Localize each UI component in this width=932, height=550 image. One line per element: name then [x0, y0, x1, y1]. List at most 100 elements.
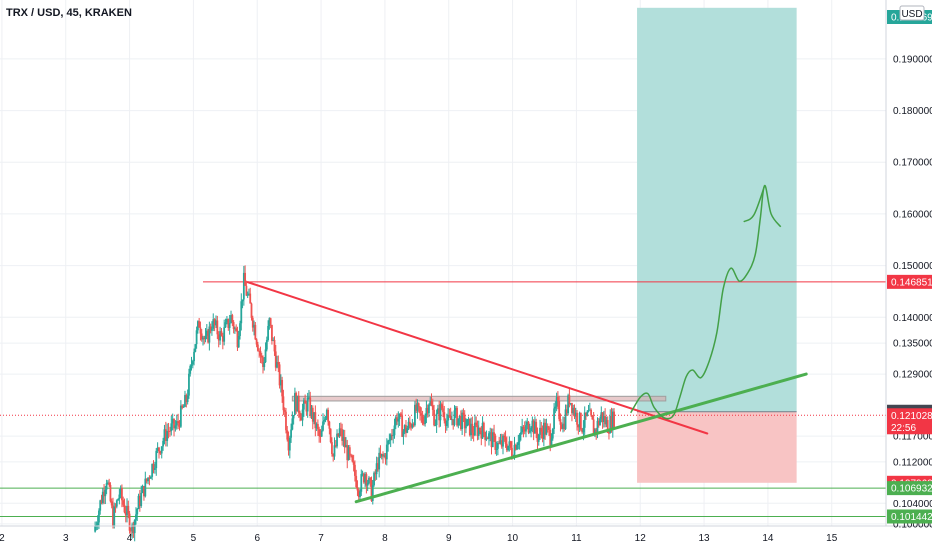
- price-badge-label: 0.101442: [891, 512, 932, 523]
- candle-body: [535, 421, 538, 434]
- candle-body: [306, 397, 309, 412]
- candle-body: [481, 422, 484, 439]
- candle-body: [536, 433, 539, 442]
- candle-body: [613, 411, 615, 428]
- candle-body: [379, 452, 382, 457]
- position-tool[interactable]: [637, 7, 797, 483]
- candle-body: [577, 424, 580, 428]
- candle-body: [451, 419, 453, 421]
- candle-body: [240, 301, 243, 324]
- candle-body: [359, 491, 361, 498]
- y-tick-label: 0.117000: [893, 432, 932, 443]
- candle-body: [345, 445, 347, 448]
- candle-body: [477, 427, 480, 436]
- candle-body: [308, 397, 310, 399]
- candle-body: [151, 464, 154, 477]
- candle-body: [281, 379, 284, 397]
- projection-curve-branch: [743, 185, 766, 223]
- candle-body: [466, 419, 469, 427]
- candle-body: [511, 447, 513, 458]
- candle-body: [338, 428, 341, 437]
- horizontal-lines[interactable]: [0, 281, 886, 517]
- candle-body: [567, 395, 570, 414]
- resistance-zone[interactable]: [291, 395, 667, 402]
- candle-body: [234, 328, 236, 330]
- candle-body: [267, 325, 269, 341]
- candle-body: [136, 509, 139, 515]
- candle-body: [231, 315, 234, 323]
- candle-body: [331, 442, 333, 454]
- candle-body: [114, 506, 117, 508]
- y-tick-label: 0.160000: [893, 209, 932, 220]
- candle-body: [315, 424, 318, 429]
- candle-body: [122, 500, 125, 505]
- ascending-trendline[interactable]: [354, 372, 808, 504]
- candle-body: [272, 339, 275, 341]
- price-badge: [887, 509, 932, 524]
- candle-body: [370, 480, 373, 501]
- candle-body: [454, 407, 457, 411]
- candle-body: [380, 454, 383, 457]
- candle-body: [560, 424, 563, 429]
- price-badge: [887, 408, 932, 435]
- candle-body: [472, 432, 475, 436]
- y-tick-label: 0.135000: [893, 339, 932, 350]
- candle-body: [273, 339, 276, 352]
- profit-zone[interactable]: [637, 7, 797, 412]
- candle-body: [505, 443, 508, 451]
- x-tick-label: 10: [507, 533, 519, 544]
- candle-body: [490, 432, 493, 448]
- candle-body: [296, 395, 299, 412]
- candle-body: [439, 404, 442, 421]
- candle-body: [587, 410, 590, 412]
- candle-body: [200, 333, 203, 340]
- candle-body: [106, 482, 109, 484]
- candle-body: [462, 412, 465, 416]
- candle-body: [256, 344, 259, 351]
- resistance-box[interactable]: [291, 395, 667, 402]
- candle-body: [228, 323, 231, 328]
- candle-body: [531, 420, 534, 428]
- loss-zone[interactable]: [637, 411, 797, 483]
- candle-body: [276, 362, 278, 368]
- candle-body: [396, 417, 398, 422]
- x-tick-label: 8: [382, 533, 388, 544]
- candle-body: [452, 419, 455, 425]
- candle-body: [435, 413, 438, 426]
- candle-body: [350, 454, 352, 456]
- candle-body: [148, 477, 151, 479]
- candle-body: [254, 324, 257, 340]
- candle-body: [429, 401, 432, 405]
- candle-body: [604, 416, 607, 425]
- time-axis[interactable]: 2 3 4 5 6 7 8 9 10 11 12 13 14 15: [0, 533, 838, 544]
- candle-body: [195, 330, 198, 345]
- candle-body: [434, 425, 437, 426]
- candle-body: [366, 483, 369, 486]
- projection-curve: [630, 184, 782, 420]
- candle-body: [288, 437, 291, 451]
- candle-body: [601, 412, 604, 422]
- trendlines[interactable]: [246, 281, 808, 504]
- candle-body: [585, 412, 587, 416]
- candle-body: [484, 432, 487, 440]
- candle-body: [129, 530, 132, 532]
- candle-body: [333, 445, 336, 457]
- candle-body: [216, 320, 219, 335]
- candle-body: [360, 474, 363, 492]
- candle-body: [516, 444, 518, 450]
- candle-body: [202, 337, 204, 340]
- candle-body: [282, 396, 285, 411]
- candle-body: [407, 421, 410, 429]
- candle-body: [245, 285, 248, 296]
- descending-trendline[interactable]: [246, 281, 709, 435]
- candle-body: [300, 417, 303, 421]
- currency-button[interactable]: [899, 5, 925, 21]
- candle-body: [144, 478, 147, 497]
- price-axis[interactable]: 0.100000 0.104000 0.112000 0.117000 0.129000…: [893, 54, 932, 530]
- candle-body: [162, 440, 164, 447]
- x-tick-label: 4: [127, 533, 133, 544]
- candle-body: [563, 423, 566, 429]
- candle-body: [385, 444, 388, 460]
- candle-body: [415, 404, 418, 411]
